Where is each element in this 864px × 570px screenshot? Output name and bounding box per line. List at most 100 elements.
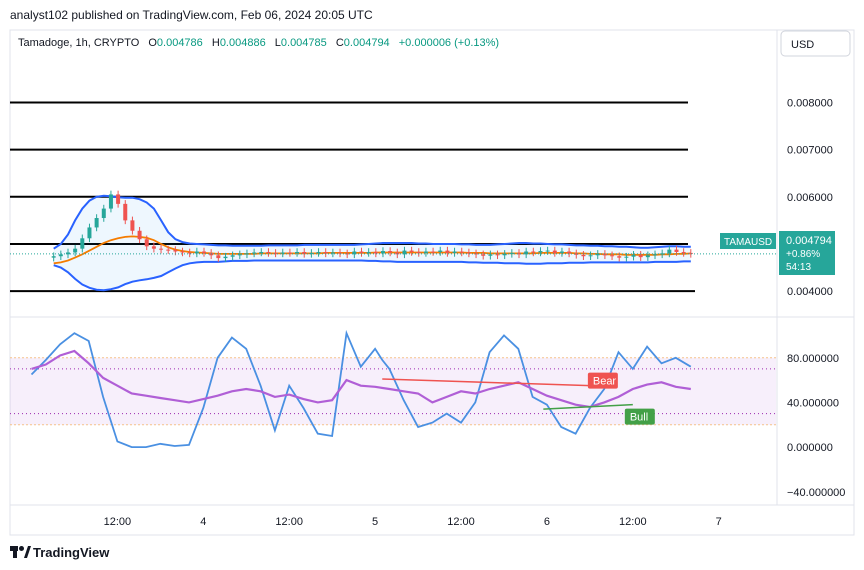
currency-button[interactable]: USD	[780, 30, 851, 57]
change-value: +0.000006 (+0.13%)	[399, 37, 499, 49]
candle-body	[574, 253, 579, 255]
candle-body	[116, 194, 121, 204]
candle-body	[481, 254, 486, 256]
candle-body	[567, 251, 572, 254]
candle-body	[237, 254, 242, 256]
candle	[108, 190, 113, 213]
candle	[51, 252, 56, 262]
time-tick-label: 6	[544, 516, 550, 528]
candle	[287, 248, 292, 257]
price-tick-label: 0.008000	[787, 97, 833, 109]
currency-label: USD	[791, 39, 814, 51]
candle-body	[187, 252, 192, 254]
candle	[624, 252, 629, 262]
candle-body	[388, 251, 393, 253]
l-value: 0.004785	[281, 37, 327, 49]
candle-body	[273, 252, 278, 254]
price-tick-label: 0.006000	[787, 192, 833, 204]
candle	[295, 248, 300, 257]
time-tick-label: 7	[716, 516, 722, 528]
candle-body	[323, 251, 328, 254]
candle	[409, 246, 414, 256]
price-tag-countdown: 54:13	[786, 262, 811, 273]
candle-body	[280, 252, 285, 254]
candle-body	[545, 250, 550, 252]
candle	[252, 248, 257, 258]
price-tick-label: 0.007000	[787, 145, 833, 157]
candle-body	[502, 253, 507, 256]
candle-body	[123, 203, 128, 221]
o-value: 0.004786	[157, 37, 203, 49]
time-tick-label: 12:00	[447, 516, 475, 528]
candle-body	[531, 251, 536, 253]
symbol-tag-bg	[720, 233, 776, 249]
candle-body	[466, 252, 471, 254]
candle	[187, 248, 192, 258]
candle	[645, 251, 650, 261]
candle	[216, 251, 221, 262]
divergence-line-bear	[382, 378, 590, 387]
candle	[80, 234, 85, 253]
candle	[230, 251, 235, 261]
candle	[73, 244, 78, 257]
candle-body	[87, 227, 92, 239]
candle-body	[402, 250, 407, 255]
candle-body	[595, 253, 600, 256]
candle	[466, 248, 471, 258]
candle	[151, 242, 156, 253]
ohlc-legend: Tamadoge, 1h, CRYPTO O0.004786 H0.004886…	[18, 37, 499, 49]
candle	[316, 248, 321, 257]
candle-body	[602, 253, 607, 256]
candle-body	[445, 250, 450, 253]
candle-body	[488, 254, 493, 256]
candle	[474, 249, 479, 259]
candle-body	[681, 251, 686, 253]
candle-body	[287, 252, 292, 254]
candle	[280, 248, 285, 258]
divergence-label-bg	[587, 372, 618, 389]
candle-body	[130, 220, 135, 231]
candle-body	[252, 252, 257, 254]
candle	[194, 247, 199, 258]
candle	[567, 247, 572, 258]
price-tag-value: 0.004794	[786, 235, 832, 247]
candle	[602, 250, 607, 260]
candle	[244, 249, 249, 259]
oscillator-tick-label: −40.000000	[787, 487, 845, 499]
candle-body	[73, 248, 78, 253]
candle	[516, 249, 521, 259]
candle	[431, 247, 436, 256]
divergence-label-bg	[624, 408, 655, 425]
candle	[595, 250, 600, 260]
candle	[660, 249, 665, 259]
candle-body	[58, 254, 63, 257]
tradingview-logo[interactable]: TradingView	[10, 545, 110, 560]
candle-body	[409, 250, 414, 252]
candle	[638, 251, 643, 261]
oscillator-tick-label: 40.000000	[787, 397, 839, 409]
symbol-tag: TAMAUSD	[724, 237, 772, 248]
candle-body	[516, 252, 521, 255]
candle-body	[101, 208, 106, 219]
bollinger-lower-line	[53, 259, 691, 292]
candle-body	[108, 194, 113, 209]
candle-body	[51, 256, 56, 258]
candle-body	[459, 251, 464, 253]
time-tick-label: 12:00	[619, 516, 647, 528]
candle	[302, 248, 307, 258]
candle	[202, 247, 207, 257]
l-label: L	[275, 37, 281, 49]
time-tick-label: 5	[372, 516, 378, 528]
candle	[352, 247, 357, 259]
candle-body	[653, 254, 658, 256]
candle	[373, 248, 378, 258]
candle-body	[180, 251, 185, 253]
candle-body	[80, 238, 85, 249]
candle	[388, 247, 393, 257]
candle	[416, 248, 421, 257]
c-value: 0.004794	[344, 37, 390, 49]
candle	[631, 251, 636, 261]
time-tick-label: 12:00	[104, 516, 132, 528]
rsi-line	[31, 349, 691, 409]
candle-body	[638, 254, 643, 258]
